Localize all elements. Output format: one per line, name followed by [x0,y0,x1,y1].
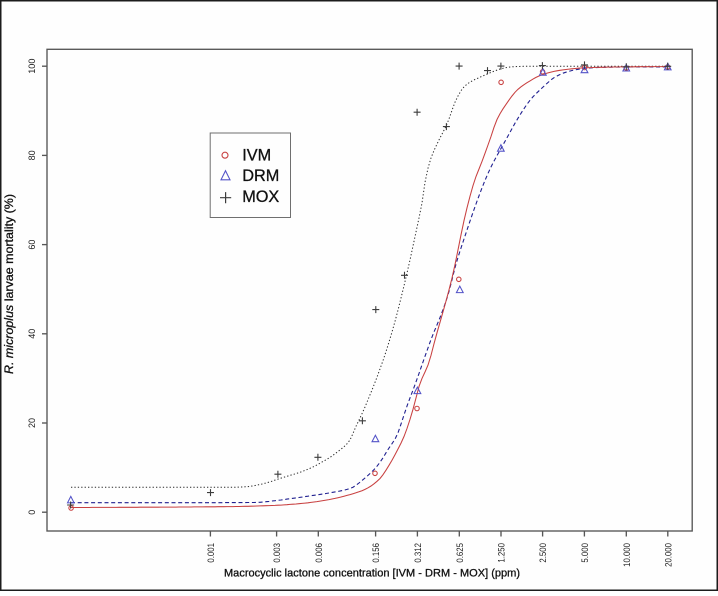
svg-text:MOX: MOX [242,188,279,206]
svg-text:IVM: IVM [242,146,271,164]
svg-text:Macrocyclic lactone concentrat: Macrocyclic lactone concentration [IVM -… [224,567,520,579]
svg-text:20.000: 20.000 [663,543,673,567]
svg-text:10.000: 10.000 [622,543,632,567]
svg-text:40: 40 [27,329,38,339]
svg-text:1.250: 1.250 [497,543,507,563]
svg-text:0.625: 0.625 [455,543,465,563]
svg-text:0.003: 0.003 [272,543,282,563]
svg-text:0.006: 0.006 [314,543,324,563]
svg-text:R. microplus larvae mortality: R. microplus larvae mortality (%) [3,194,16,374]
svg-text:5.000: 5.000 [580,543,590,563]
svg-text:60: 60 [27,240,38,250]
svg-text:20: 20 [27,418,38,428]
svg-text:100: 100 [27,59,38,74]
svg-text:2.500: 2.500 [538,543,548,563]
svg-text:80: 80 [27,150,38,160]
svg-text:0.156: 0.156 [371,543,381,563]
svg-text:0: 0 [27,510,38,515]
svg-text:0.312: 0.312 [413,543,423,563]
svg-text:0.001: 0.001 [206,543,216,563]
svg-text:DRM: DRM [242,167,279,185]
